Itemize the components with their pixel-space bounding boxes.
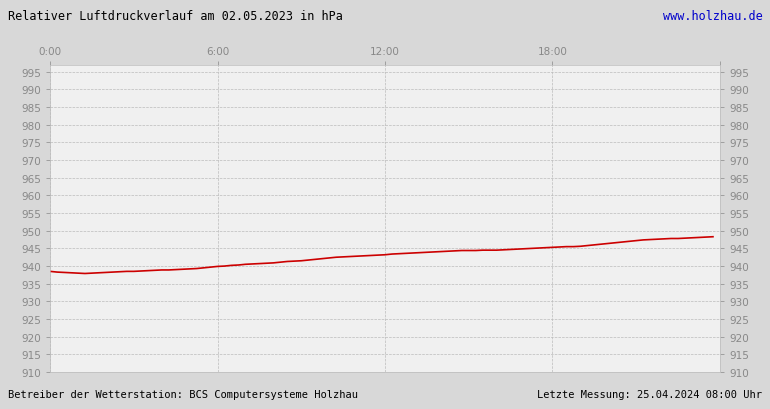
Text: Relativer Luftdruckverlauf am 02.05.2023 in hPa: Relativer Luftdruckverlauf am 02.05.2023… xyxy=(8,10,343,23)
Text: www.holzhau.de: www.holzhau.de xyxy=(662,10,762,23)
Text: Betreiber der Wetterstation: BCS Computersysteme Holzhau: Betreiber der Wetterstation: BCS Compute… xyxy=(8,389,358,399)
Text: Letzte Messung: 25.04.2024 08:00 Uhr: Letzte Messung: 25.04.2024 08:00 Uhr xyxy=(537,389,762,399)
